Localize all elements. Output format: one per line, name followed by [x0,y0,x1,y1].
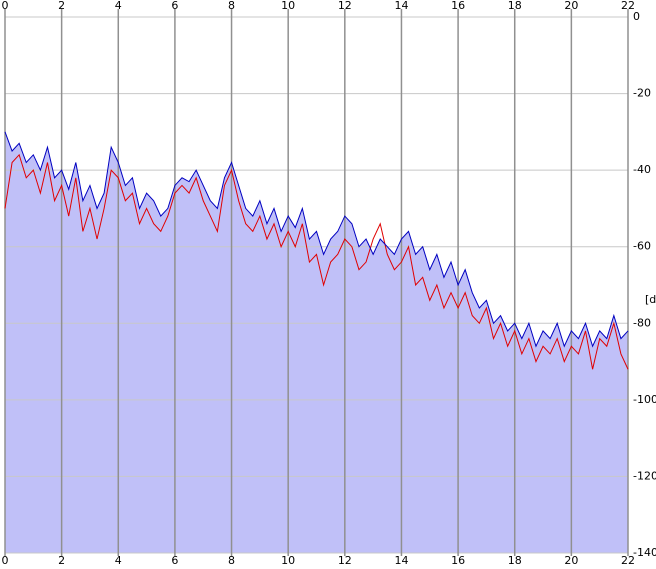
x-tick-label: 0 [2,554,9,567]
x-tick-label: 18 [508,554,522,567]
x-tick-label: 4 [115,0,122,12]
y-tick-label: -80 [633,316,651,329]
y-tick-label: 0 [633,10,640,23]
x-tick-label: 16 [451,0,465,12]
x-tick-label: 8 [228,0,235,12]
x-tick-label: 2 [58,554,65,567]
x-tick-label: 2 [58,0,65,12]
spectrum-fill [5,131,628,553]
x-tick-label: 8 [228,554,235,567]
x-tick-label: 6 [171,554,178,567]
x-tick-label: 10 [281,0,295,12]
x-tick-label: 18 [508,0,522,12]
spectrum-line [4,131,629,348]
x-tick-label: 0 [2,0,9,12]
x-tick-label: 12 [338,0,352,12]
x-tick-label: 10 [281,554,295,567]
x-tick-label: 14 [394,0,408,12]
y-tick-label: -120 [633,469,656,482]
x-tick-label: 20 [564,0,578,12]
x-tick-label: 4 [115,554,122,567]
x-tick-label: 14 [394,554,408,567]
x-tick-label: 22 [621,0,635,12]
y-tick-label: -100 [633,393,656,406]
y-axis-label: [dB [645,293,656,306]
x-tick-label: 12 [338,554,352,567]
y-tick-label: -20 [633,87,651,100]
y-tick-label: -140 [633,546,656,559]
x-tick-label: 22 [621,554,635,567]
x-tick-label: 20 [564,554,578,567]
x-tick-label: 6 [171,0,178,12]
y-tick-label: -40 [633,163,651,176]
y-tick-label: -60 [633,240,651,253]
x-tick-label: 16 [451,554,465,567]
spectrum-line [4,153,629,370]
